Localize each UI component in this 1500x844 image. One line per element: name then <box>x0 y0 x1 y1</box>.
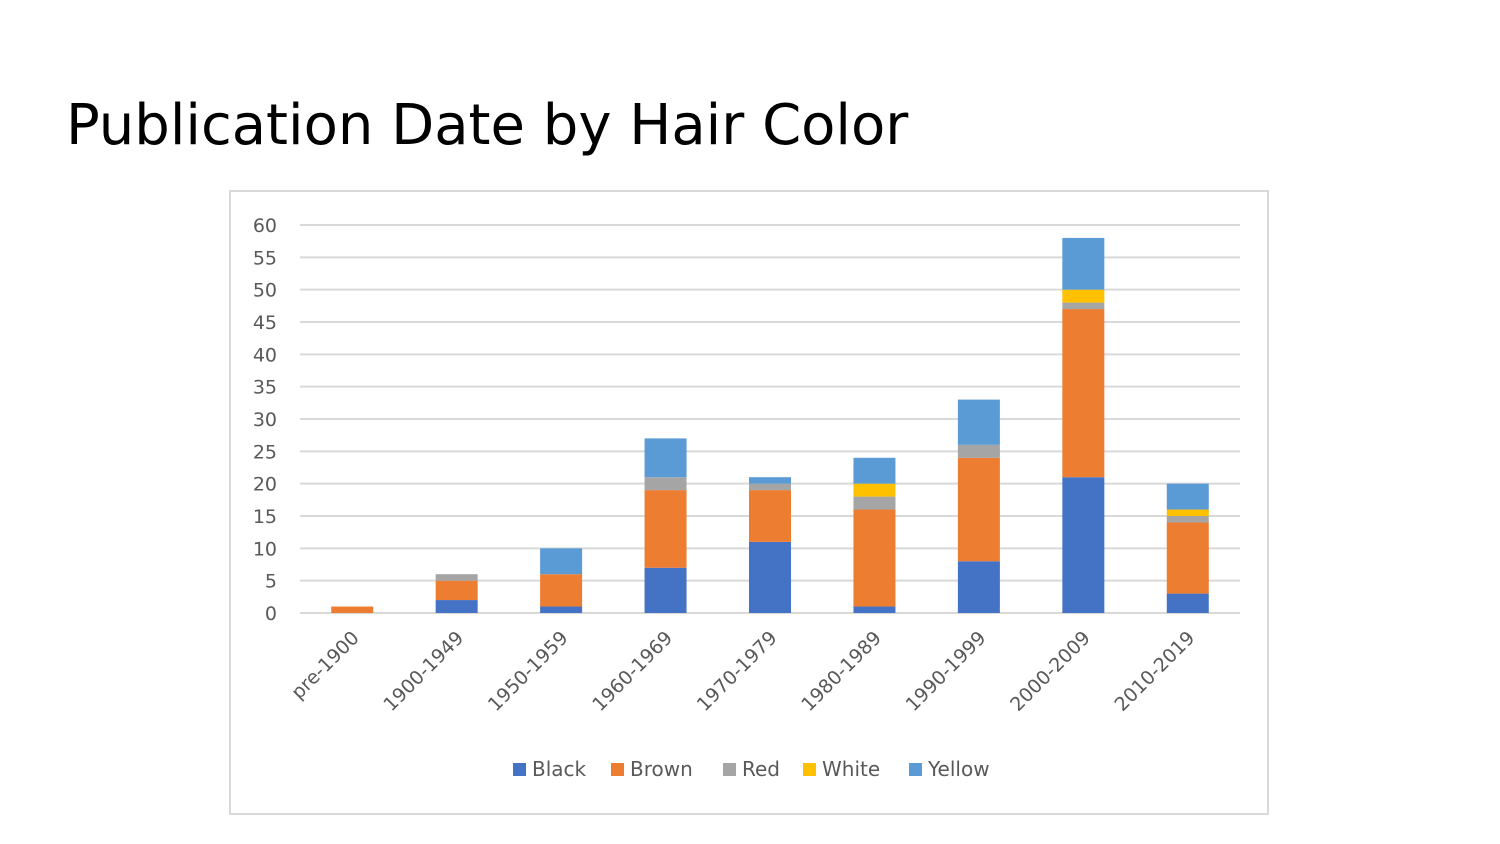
bar-segment-brown <box>540 574 583 607</box>
x-tick-label: 2010-2019 <box>1111 627 1200 716</box>
y-tick-label: 50 <box>253 280 277 302</box>
y-tick-label: 45 <box>253 312 277 334</box>
bar-segment-red <box>1166 516 1209 523</box>
legend-swatch <box>723 763 736 776</box>
y-tick-label: 5 <box>265 571 277 593</box>
y-axis-tick-labels: 0 5 10 15 20 25 30 35 40 45 50 55 60 <box>253 215 277 625</box>
legend-swatch <box>611 763 624 776</box>
bar-segment-brown <box>331 606 374 613</box>
y-tick-label: 25 <box>253 441 277 463</box>
bar-segment-red <box>749 483 791 491</box>
x-tick-label: 1980-1989 <box>797 627 886 716</box>
legend-item-yellow: Yellow <box>909 757 990 781</box>
legend-label: Red <box>742 757 780 781</box>
bar-segment-brown <box>1062 309 1105 478</box>
legend-item-white: White <box>803 757 880 781</box>
bar-segment-red <box>435 574 478 581</box>
bar-segment-red <box>853 496 896 510</box>
legend-label: Brown <box>630 757 693 781</box>
y-tick-label: 15 <box>253 506 277 528</box>
slide-title: Publication Date by Hair Color <box>66 93 909 158</box>
bar-segment-white <box>1062 289 1105 303</box>
x-tick-label: 1900-1949 <box>379 627 468 716</box>
bar-segment-red <box>644 477 687 491</box>
y-tick-label: 55 <box>253 247 277 269</box>
bar-segment-yellow <box>644 438 687 478</box>
y-tick-label: 10 <box>253 538 277 560</box>
x-tick-label: pre-1900 <box>287 627 364 704</box>
x-tick-label: 1990-1999 <box>902 627 991 716</box>
bar-segment-black <box>749 541 791 613</box>
legend-swatch <box>803 763 816 776</box>
bar-segment-yellow <box>853 457 896 484</box>
bar-segment-black <box>853 606 896 613</box>
bar-segment-yellow <box>540 548 583 575</box>
legend: Black Brown Red White Yellow <box>513 757 990 781</box>
y-tick-label: 30 <box>253 409 277 431</box>
legend-label: White <box>822 757 880 781</box>
bar-segment-black <box>540 606 583 613</box>
bar-segment-brown <box>644 490 687 568</box>
bar-segment-red <box>1062 302 1105 310</box>
legend-swatch <box>513 763 526 776</box>
legend-item-brown: Brown <box>611 757 693 781</box>
legend-item-black: Black <box>513 757 587 781</box>
bar-segment-black <box>1062 477 1105 613</box>
x-tick-label: 1950-1959 <box>484 627 573 716</box>
y-tick-label: 60 <box>253 215 277 237</box>
x-tick-label: 2000-2009 <box>1006 627 1095 716</box>
bar-segment-black <box>435 600 478 613</box>
y-tick-label: 40 <box>253 344 277 366</box>
bar-segment-yellow <box>1062 237 1105 290</box>
bar-segment-black <box>644 567 687 613</box>
y-tick-label: 35 <box>253 377 277 399</box>
legend-item-red: Red <box>723 757 780 781</box>
legend-swatch <box>909 763 922 776</box>
chart-frame: 0 5 10 15 20 25 30 35 40 45 50 55 60 pre-1900 1900-19… <box>229 190 1269 815</box>
legend-label: Black <box>532 757 587 781</box>
x-tick-label: 1970-1979 <box>693 627 782 716</box>
bar-segment-yellow <box>957 399 1000 445</box>
bar-segment-brown <box>435 580 478 601</box>
bar-segment-brown <box>957 457 1000 562</box>
bar-segment-white <box>1166 509 1209 516</box>
bar-segment-brown <box>853 509 896 607</box>
bars <box>331 237 1209 613</box>
legend-label: Yellow <box>927 757 990 781</box>
bar-segment-yellow <box>749 477 791 484</box>
bar-segment-brown <box>1166 522 1209 594</box>
x-axis-tick-labels: pre-1900 1900-1949 1950-1959 1960-1969 1970-… <box>287 627 1199 716</box>
bar-segment-white <box>853 483 896 497</box>
bar-segment-black <box>957 561 1000 613</box>
bar-segment-yellow <box>1166 483 1209 510</box>
y-tick-label: 0 <box>265 603 277 625</box>
bar-segment-brown <box>749 490 791 542</box>
y-tick-label: 20 <box>253 474 277 496</box>
bar-segment-red <box>957 444 1000 458</box>
stacked-bar-chart: 0 5 10 15 20 25 30 35 40 45 50 55 60 pre-1900 1900-19… <box>253 215 1240 781</box>
bar-segment-black <box>1166 593 1209 613</box>
x-tick-label: 1960-1969 <box>588 627 677 716</box>
